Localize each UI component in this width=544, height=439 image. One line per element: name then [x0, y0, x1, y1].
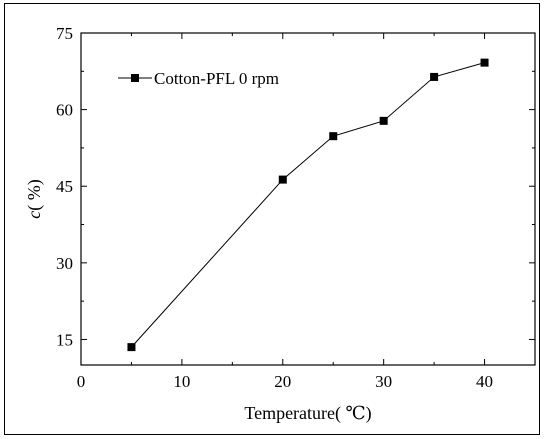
x-tick-label: 20: [274, 372, 291, 391]
data-point: [430, 72, 439, 81]
y-tick-label: 75: [56, 24, 73, 43]
y-axis-title: c( %): [24, 179, 45, 218]
y-tick-label: 45: [56, 177, 73, 196]
axis-ticks: 0 10 20 30 40 15 30 45 60 75: [56, 24, 535, 391]
data-point: [480, 58, 489, 67]
x-tick-label: 30: [375, 372, 392, 391]
y-axis-unit: ( %): [24, 179, 45, 210]
y-tick-label: 30: [56, 254, 73, 273]
series-line: [131, 62, 485, 348]
figure-frame: [4, 3, 540, 435]
plot-area: [80, 32, 536, 366]
series-layer: [127, 58, 489, 352]
data-point: [329, 132, 338, 141]
y-axis-variable: c: [24, 211, 44, 219]
x-tick-label: 0: [77, 372, 86, 391]
legend-marker: [131, 74, 139, 82]
y-tick-label: 60: [56, 101, 73, 120]
x-tick-label: 10: [173, 372, 190, 391]
data-point: [278, 175, 287, 184]
legend-label: Cotton-PFL 0 rpm: [154, 69, 279, 88]
data-point: [379, 116, 388, 125]
x-tick-label: 40: [476, 372, 493, 391]
legend: Cotton-PFL 0 rpm: [118, 69, 279, 88]
y-tick-label: 15: [56, 330, 73, 349]
data-point: [127, 343, 136, 352]
x-axis-title: Temperature( ℃): [244, 403, 371, 424]
